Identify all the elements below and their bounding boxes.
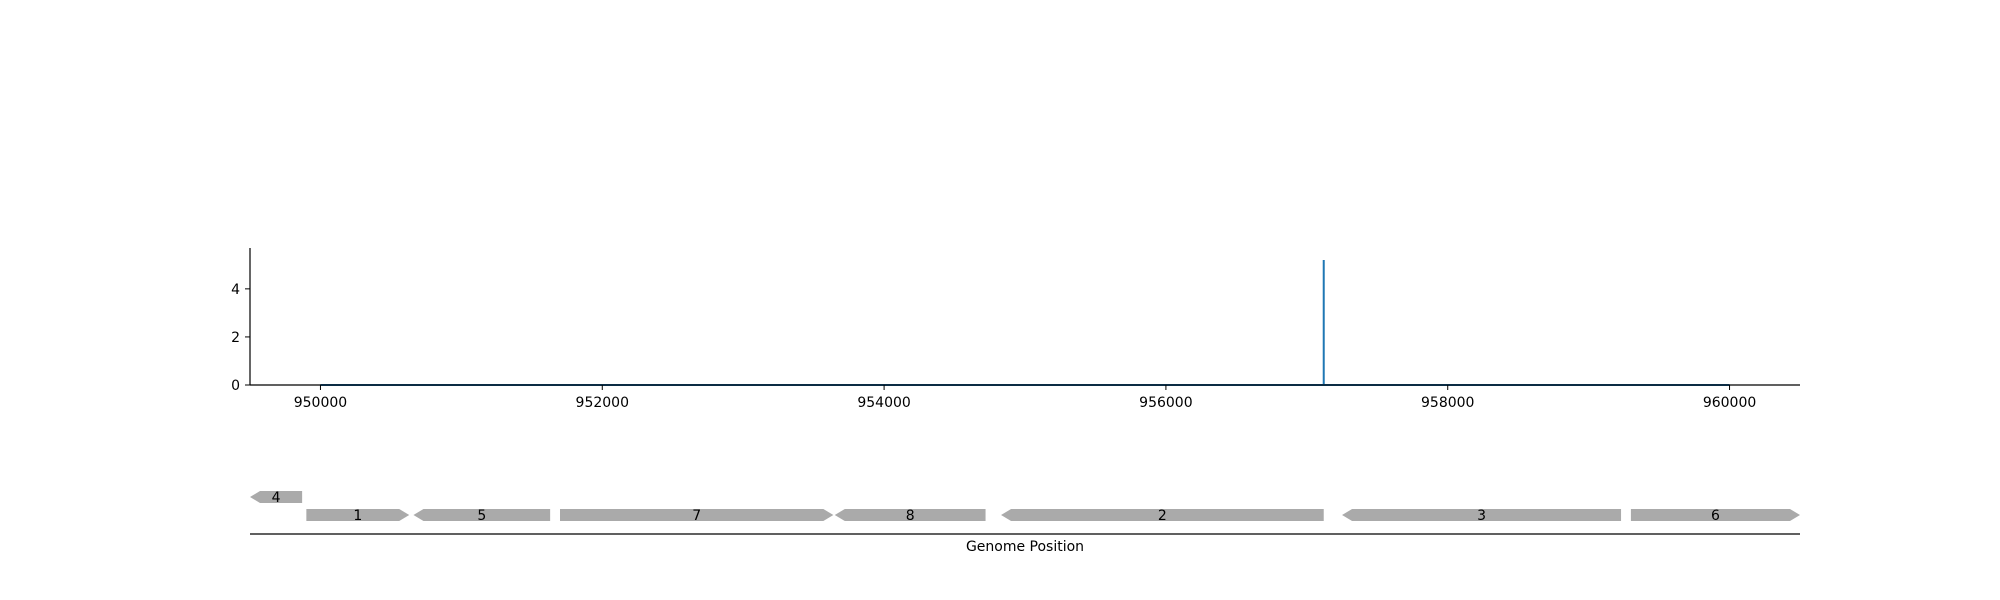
gene-label-5: 5 (477, 508, 486, 524)
x-tick-label: 952000 (576, 395, 629, 411)
coverage-plot: 950000 952000 954000 956000 958000 960000 0 2 4 (231, 248, 1800, 411)
coverage-line-0 (320, 260, 1730, 386)
x-tick-label: 958000 (1421, 395, 1474, 411)
x-axis-label: Genome Position (966, 539, 1084, 555)
x-tick-label: 956000 (1139, 395, 1192, 411)
y-axis-ticks: 0 2 4 (231, 282, 250, 394)
gene-label-4: 4 (272, 490, 281, 506)
y-tick-label: 2 (231, 330, 240, 346)
gene-arrow-6 (1630, 509, 1800, 521)
gene-label-6: 6 (1711, 508, 1720, 524)
gene-arrow-4 (250, 491, 303, 503)
gene-arrow-5 (413, 509, 551, 521)
coverage-series (320, 260, 1730, 386)
gene-arrow-8 (834, 509, 986, 521)
gene-label-7: 7 (692, 508, 701, 524)
x-tick-label: 960000 (1703, 395, 1756, 411)
gene-label-3: 3 (1477, 508, 1486, 524)
x-tick-label: 954000 (857, 395, 910, 411)
y-tick-label: 0 (231, 378, 240, 394)
gene-arrows: 4 1 5 7 8 2 3 6 (250, 490, 1800, 524)
gene-arrow-7 (560, 509, 834, 521)
gene-arrow-2 (1001, 509, 1324, 521)
gene-arrow-3 (1342, 509, 1622, 521)
gene-label-1: 1 (353, 508, 362, 524)
gene-label-2: 2 (1158, 508, 1167, 524)
gene-track: 4 1 5 7 8 2 3 6 Genome Position (250, 490, 1800, 555)
gene-arrow-1 (306, 509, 410, 521)
x-axis-ticks: 950000 952000 954000 956000 958000 960000 (294, 385, 1756, 411)
gene-label-8: 8 (906, 508, 915, 524)
y-tick-label: 4 (231, 282, 240, 298)
x-tick-label: 950000 (294, 395, 347, 411)
